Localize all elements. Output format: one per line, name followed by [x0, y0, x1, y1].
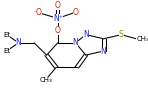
Text: N: N [83, 30, 89, 39]
Text: O: O [55, 1, 61, 10]
Text: S: S [119, 30, 124, 39]
Text: N⁺: N⁺ [53, 14, 63, 23]
Text: N: N [101, 47, 106, 55]
Text: N: N [73, 38, 78, 47]
Text: ⁻O: ⁻O [32, 8, 42, 17]
Text: O: O [73, 8, 78, 17]
Text: Et: Et [3, 48, 10, 54]
Text: CH₃: CH₃ [136, 36, 148, 42]
Text: Et: Et [3, 32, 10, 38]
Text: CH₃: CH₃ [40, 77, 52, 83]
Text: O: O [55, 26, 61, 35]
Text: N: N [16, 38, 21, 47]
